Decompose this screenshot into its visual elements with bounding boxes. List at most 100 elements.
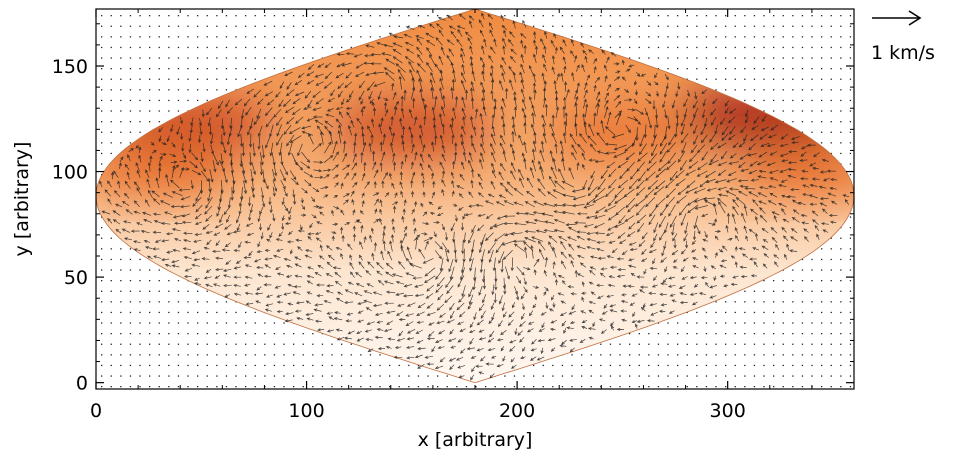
grid-dot (225, 46, 228, 49)
flow-arrow (462, 232, 467, 244)
grid-dot (110, 89, 112, 91)
flow-arrow (480, 310, 486, 319)
flow-arrow (582, 49, 588, 56)
grid-dot (744, 364, 746, 367)
grid-dot (120, 131, 122, 133)
grid-dot (840, 15, 842, 17)
grid-dot (763, 110, 765, 112)
flow-arrow (743, 225, 748, 234)
flow-arrow (450, 171, 454, 179)
flow-arrow (533, 89, 537, 100)
grid-dot (705, 333, 708, 335)
grid-dot (129, 322, 132, 324)
flow-arrow (265, 135, 271, 149)
flow-arrow (323, 174, 330, 179)
flow-arrow (414, 293, 424, 298)
grid-dot (149, 36, 151, 38)
grid-dot (811, 258, 813, 261)
grid-dot (773, 322, 775, 324)
flow-arrow (478, 181, 484, 190)
flow-arrow (624, 215, 635, 222)
grid-dot (849, 174, 852, 176)
flow-arrow (361, 172, 366, 181)
flow-arrow (616, 327, 625, 332)
grid-dot (677, 68, 679, 70)
flow-arrow (282, 98, 292, 108)
grid-dot (840, 375, 842, 377)
grid-dot (840, 280, 842, 282)
grid-dot (734, 386, 736, 388)
flow-arrow (342, 164, 351, 171)
flow-arrow (181, 213, 191, 218)
flow-arrow (160, 221, 171, 226)
flow-arrow (645, 171, 656, 182)
flow-arrow (759, 207, 766, 215)
flow-arrow (562, 39, 567, 47)
grid-dot (273, 354, 276, 356)
grid-dot (638, 364, 640, 367)
flow-arrow (807, 143, 816, 147)
grid-dot (283, 333, 285, 335)
grid-dot (734, 46, 736, 49)
flow-arrow (641, 258, 648, 262)
flow-arrow (475, 364, 483, 368)
grid-dot (581, 375, 583, 377)
reference-arrow-label: 1 km/s (871, 42, 935, 64)
grid-dot (715, 364, 717, 367)
grid-dot (139, 57, 141, 59)
flow-arrow (300, 161, 311, 169)
flow-arrow (820, 222, 829, 226)
grid-dot (696, 68, 698, 70)
flow-arrow (417, 302, 426, 309)
flow-arrow (769, 151, 777, 156)
flow-arrow (575, 64, 580, 72)
flow-arrow (264, 308, 272, 312)
grid-dot (331, 343, 333, 345)
flow-arrow (759, 214, 768, 223)
flow-arrow (400, 107, 405, 119)
grid-dot (293, 343, 295, 345)
flow-arrow (513, 286, 518, 295)
grid-dot (149, 89, 151, 91)
flow-arrow (560, 72, 564, 83)
flow-arrow (456, 25, 466, 30)
flow-arrow (693, 188, 706, 194)
flow-arrow (224, 242, 231, 248)
flow-arrow (596, 283, 604, 288)
flow-arrow (254, 292, 263, 296)
grid-dot (763, 311, 765, 314)
flow-arrow (352, 181, 358, 188)
flow-arrow (312, 115, 323, 119)
flow-arrow (721, 133, 729, 141)
flow-arrow (687, 89, 691, 98)
flow-arrow (734, 226, 739, 234)
grid-dot (101, 311, 103, 314)
flow-arrow (438, 55, 444, 66)
flow-arrow (401, 125, 406, 136)
flow-arrow (272, 180, 278, 192)
flow-arrow (215, 256, 223, 260)
grid-dot (715, 15, 717, 17)
grid-dot (158, 78, 160, 80)
flow-arrow (625, 68, 631, 72)
flow-arrow (562, 193, 576, 198)
flow-arrow (249, 133, 253, 148)
flow-arrow (297, 143, 303, 157)
flow-arrow (377, 346, 386, 351)
flow-arrow (556, 72, 560, 81)
flow-arrow (480, 133, 484, 145)
flow-arrow (526, 190, 535, 198)
flow-arrow (381, 151, 386, 162)
grid-dot (677, 25, 679, 27)
flow-arrow (610, 321, 614, 327)
flow-arrow (385, 58, 395, 65)
flow-arrow (703, 255, 709, 260)
flow-arrow (428, 23, 435, 29)
flow-arrow (414, 354, 423, 359)
flow-arrow (170, 204, 181, 209)
grid-dot (197, 89, 199, 91)
flow-arrow (408, 126, 413, 136)
grid-dot (830, 343, 832, 345)
flow-arrow (811, 177, 820, 181)
grid-dot (773, 333, 775, 335)
